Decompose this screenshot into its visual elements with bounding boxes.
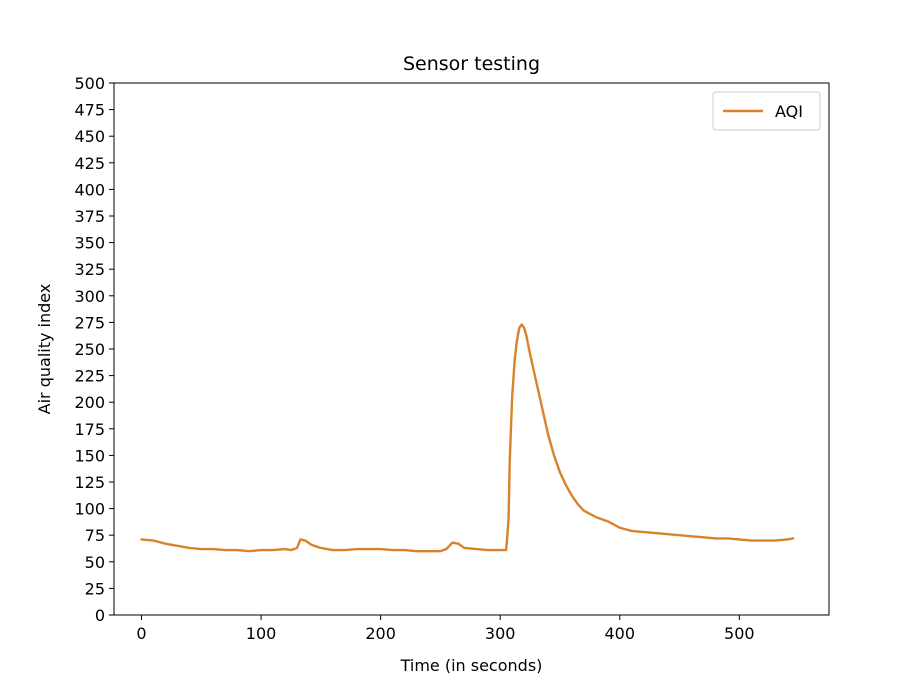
legend: AQI [712,91,821,131]
y-tick-label: 100 [74,500,105,519]
x-tick-label: 300 [485,624,516,643]
legend-label-aqi: AQI [775,102,803,121]
y-tick-label: 250 [74,340,105,359]
x-axis-ticks: 0 100 200 300 400 500 [136,615,755,643]
legend-box [712,91,821,131]
y-tick-label: 300 [74,287,105,306]
y-tick-label: 375 [74,207,105,226]
series-line-aqi [140,323,795,553]
x-tick-label: 100 [246,624,277,643]
y-tick-label: 25 [85,579,105,598]
plot-frame [113,82,830,616]
plot-series [140,323,795,553]
x-tick-label: 0 [136,624,146,643]
y-tick-label: 225 [74,367,105,386]
y-tick-label: 425 [74,154,105,173]
x-tick-label: 500 [724,624,755,643]
y-tick-label: 350 [74,234,105,253]
x-tick-label: 200 [365,624,396,643]
y-tick-label: 500 [74,74,105,93]
chart-title: Sensor testing [403,53,540,75]
y-tick-label: 50 [85,553,105,572]
y-axis-ticks: 0 25 50 75 100 125 150 175 200 225 250 275 300 325 350… [74,74,114,625]
y-tick-label: 75 [85,526,105,545]
y-tick-label: 200 [74,393,105,412]
x-tick-label: 400 [604,624,635,643]
y-tick-label: 0 [95,606,105,625]
y-tick-label: 275 [74,313,105,332]
y-tick-label: 475 [74,101,105,120]
y-axis-label: Air quality index [35,284,54,415]
y-tick-label: 150 [74,446,105,465]
y-tick-label: 450 [74,127,105,146]
y-tick-label: 125 [74,473,105,492]
x-axis-label: Time (in seconds) [400,656,543,675]
y-tick-label: 400 [74,180,105,199]
y-tick-label: 175 [74,420,105,439]
y-tick-label: 325 [74,260,105,279]
